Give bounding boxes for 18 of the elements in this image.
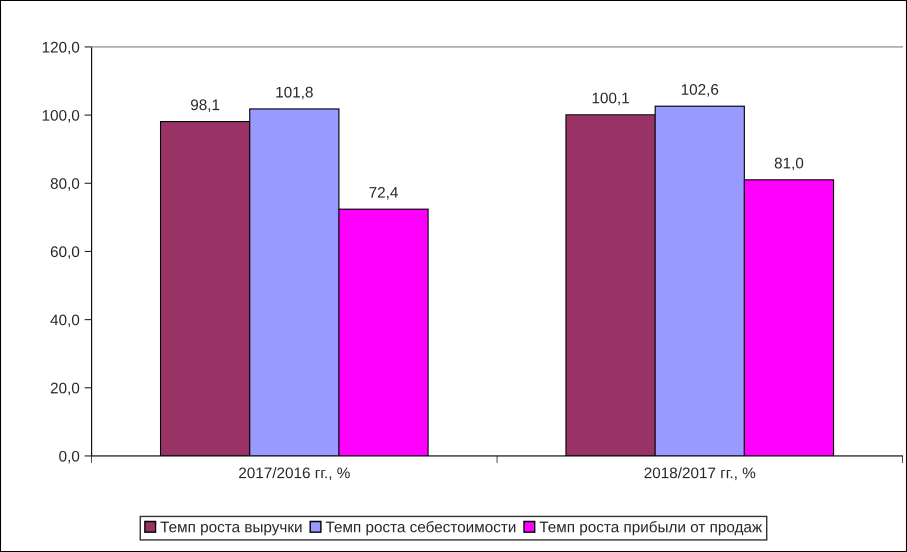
y-tick-label: 120,0 [42, 42, 80, 54]
y-tick-label: 100,0 [42, 110, 80, 123]
y-tick-label: 20,0 [50, 382, 80, 396]
y-tick-label: 80,0 [50, 178, 80, 191]
text: 81,0 [774, 158, 804, 170]
x-tick-label: 2017/2016 гг., % [239, 467, 350, 480]
x-tick-label: 2018/2017 гг., % [644, 467, 756, 480]
y-tick-label: 0,0 [59, 450, 80, 464]
text: 101,8 [276, 86, 313, 100]
legend-label: Темп роста прибыли от продаж [540, 520, 762, 536]
text: 98,1 [190, 99, 220, 112]
text: 72,4 [369, 187, 398, 200]
y-tick-label: 60,0 [50, 246, 80, 259]
legend-label: Темп роста выручки [160, 522, 302, 536]
text: 102,6 [682, 84, 718, 97]
y-tick-label: 40,0 [50, 314, 80, 328]
legend-label: Темп роста себестоимости [326, 520, 516, 536]
text: 100,1 [592, 92, 629, 106]
